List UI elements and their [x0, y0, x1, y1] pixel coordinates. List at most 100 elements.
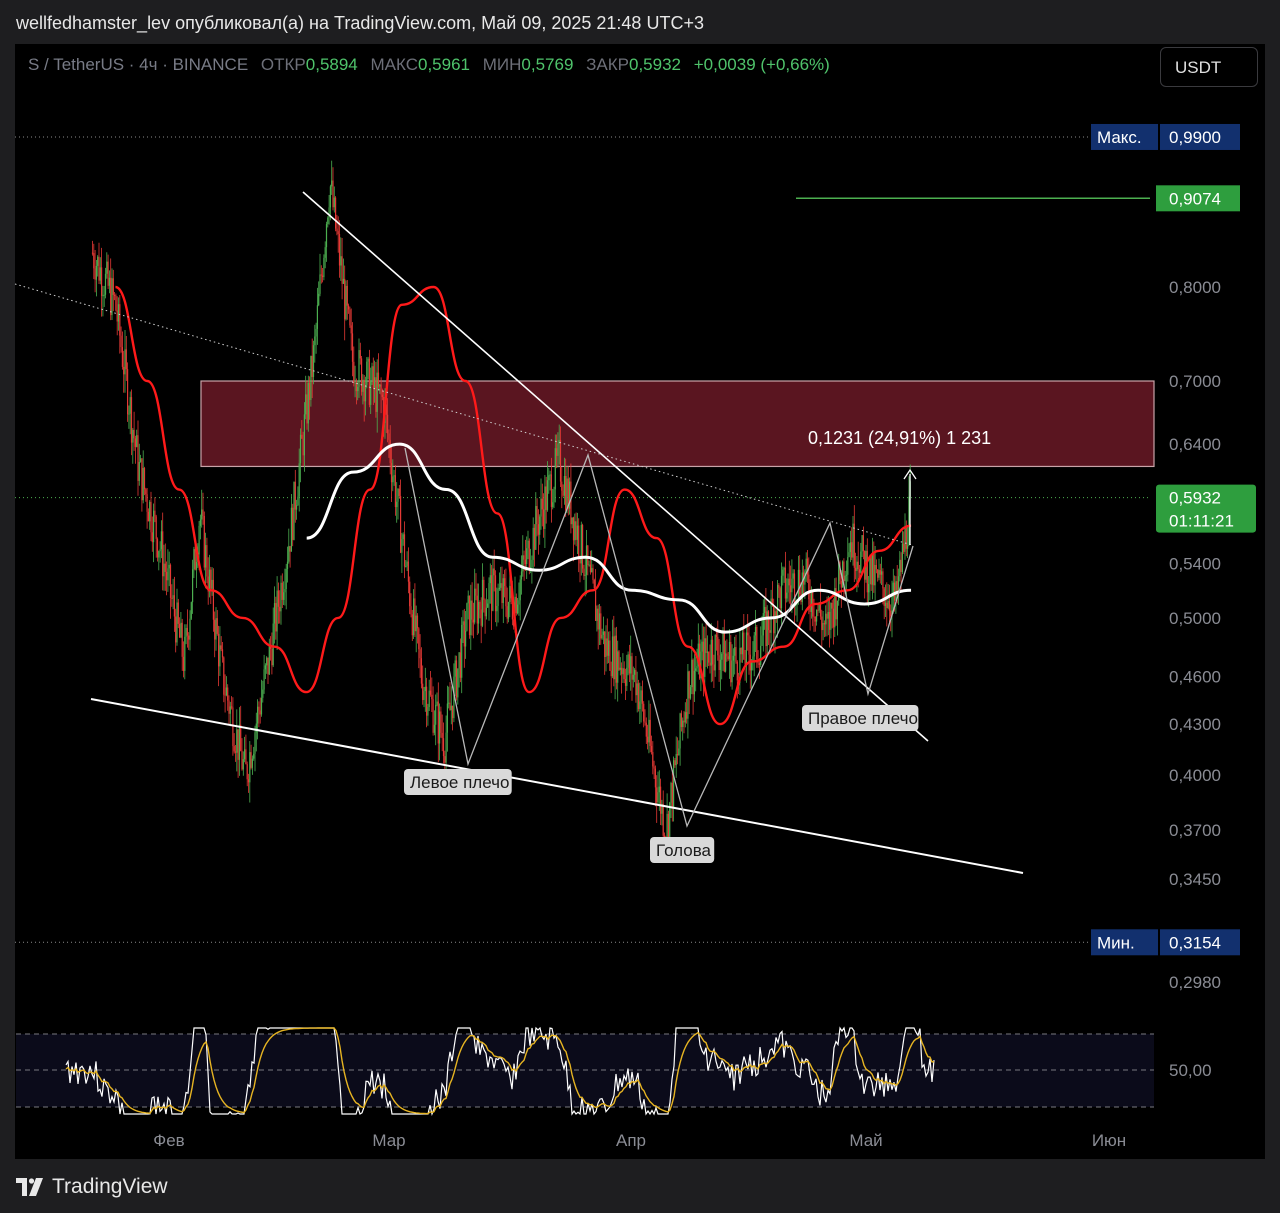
candle-body	[318, 293, 320, 306]
candle-body	[208, 569, 211, 592]
candle-body	[507, 602, 510, 619]
candle-body	[329, 186, 331, 208]
candle-body	[814, 616, 816, 622]
candle-body	[552, 502, 554, 507]
candle-body	[770, 598, 772, 633]
candle-body	[536, 506, 538, 525]
candle-body	[463, 621, 465, 647]
candle-body	[193, 549, 195, 570]
candle-body	[303, 414, 305, 456]
candle-body	[827, 611, 829, 619]
candle-body	[91, 252, 94, 254]
max-price-tag-label-box	[1091, 123, 1158, 150]
candle-body	[532, 527, 534, 560]
rsi-ma-line	[65, 1027, 935, 1115]
candle-body	[509, 585, 511, 603]
symbol-name[interactable]: S / TetherUS · 4ч · BINANCE	[28, 55, 249, 74]
footer-brand[interactable]: TradingView	[16, 1170, 168, 1204]
candle-body	[480, 609, 482, 626]
candle-body	[705, 638, 707, 653]
target-price-tag: 0,9074	[1156, 185, 1240, 212]
candle-body	[413, 598, 415, 636]
candle-body	[169, 564, 172, 598]
candle-body	[262, 689, 264, 698]
candle-body	[706, 651, 708, 653]
candle-body	[220, 645, 222, 650]
candle-body	[362, 379, 364, 392]
candle-body	[349, 309, 351, 326]
candle-body	[843, 561, 845, 581]
candle-body	[199, 519, 201, 526]
candle-body	[156, 538, 159, 558]
candle-body	[271, 648, 273, 666]
candle-body	[505, 585, 507, 607]
candle-body	[634, 669, 636, 675]
candle-body	[853, 523, 855, 568]
candle-body	[896, 581, 898, 593]
candle-body	[779, 588, 781, 609]
candle-body	[418, 628, 420, 650]
candle-body	[883, 588, 885, 606]
publish-line: wellfedhamster_lev опубликовал(а) на Tra…	[16, 13, 704, 33]
countdown-value: 01:11:21	[1169, 512, 1234, 531]
x-tick-label: Июн	[1092, 1131, 1126, 1150]
candle-body	[743, 632, 745, 660]
candle-body	[359, 350, 361, 359]
candle-body	[667, 813, 669, 840]
candle-body	[297, 496, 299, 506]
candle-body	[351, 333, 354, 362]
candle-body	[643, 703, 645, 722]
candle-body	[228, 700, 230, 714]
candle-body	[396, 501, 398, 508]
candle-body	[641, 690, 643, 704]
candle-body	[244, 749, 246, 760]
candle-body	[797, 569, 799, 600]
candle-body	[312, 345, 315, 377]
candle-body	[223, 657, 225, 695]
candle-body	[842, 561, 844, 588]
candle-body	[801, 572, 803, 602]
currency-button[interactable]: USDT	[1160, 47, 1258, 87]
candle-body	[784, 567, 786, 599]
candle-body	[539, 516, 541, 535]
candle-body	[159, 549, 161, 552]
candle-body	[501, 583, 503, 604]
candle-body	[717, 636, 719, 656]
candle-body	[459, 652, 461, 678]
candle-body	[775, 611, 777, 619]
candle-body	[718, 655, 720, 671]
candle-body	[285, 568, 287, 590]
candle-body	[731, 660, 733, 683]
candle-body	[696, 666, 698, 669]
candle-body	[310, 355, 312, 400]
candle-body	[103, 294, 105, 296]
candle-body	[468, 595, 471, 636]
candle-body	[446, 703, 448, 733]
candle-body	[640, 690, 642, 702]
candle-body	[184, 636, 186, 671]
candle-body	[305, 394, 307, 415]
chart-panel[interactable]	[15, 44, 1265, 1159]
candle-body	[224, 694, 226, 696]
candle-body	[709, 662, 711, 666]
candle-body	[219, 645, 221, 667]
candle-body	[901, 543, 903, 573]
candle-body	[264, 665, 266, 670]
candle-body	[892, 582, 894, 598]
candle-body	[513, 619, 515, 627]
candle-body	[366, 361, 368, 386]
candle-body	[487, 603, 489, 608]
candle-body	[363, 379, 365, 402]
candle-body	[385, 404, 387, 415]
candle-body	[523, 555, 525, 560]
candle-body	[275, 603, 277, 632]
candle-body	[631, 656, 633, 680]
resistance-trendline	[302, 191, 929, 742]
candle-body	[221, 649, 224, 658]
candle-body	[674, 760, 676, 766]
candle-body	[654, 768, 656, 788]
candle-body	[388, 433, 390, 440]
candle-body	[732, 655, 734, 661]
rsi-panel	[16, 1026, 1154, 1117]
